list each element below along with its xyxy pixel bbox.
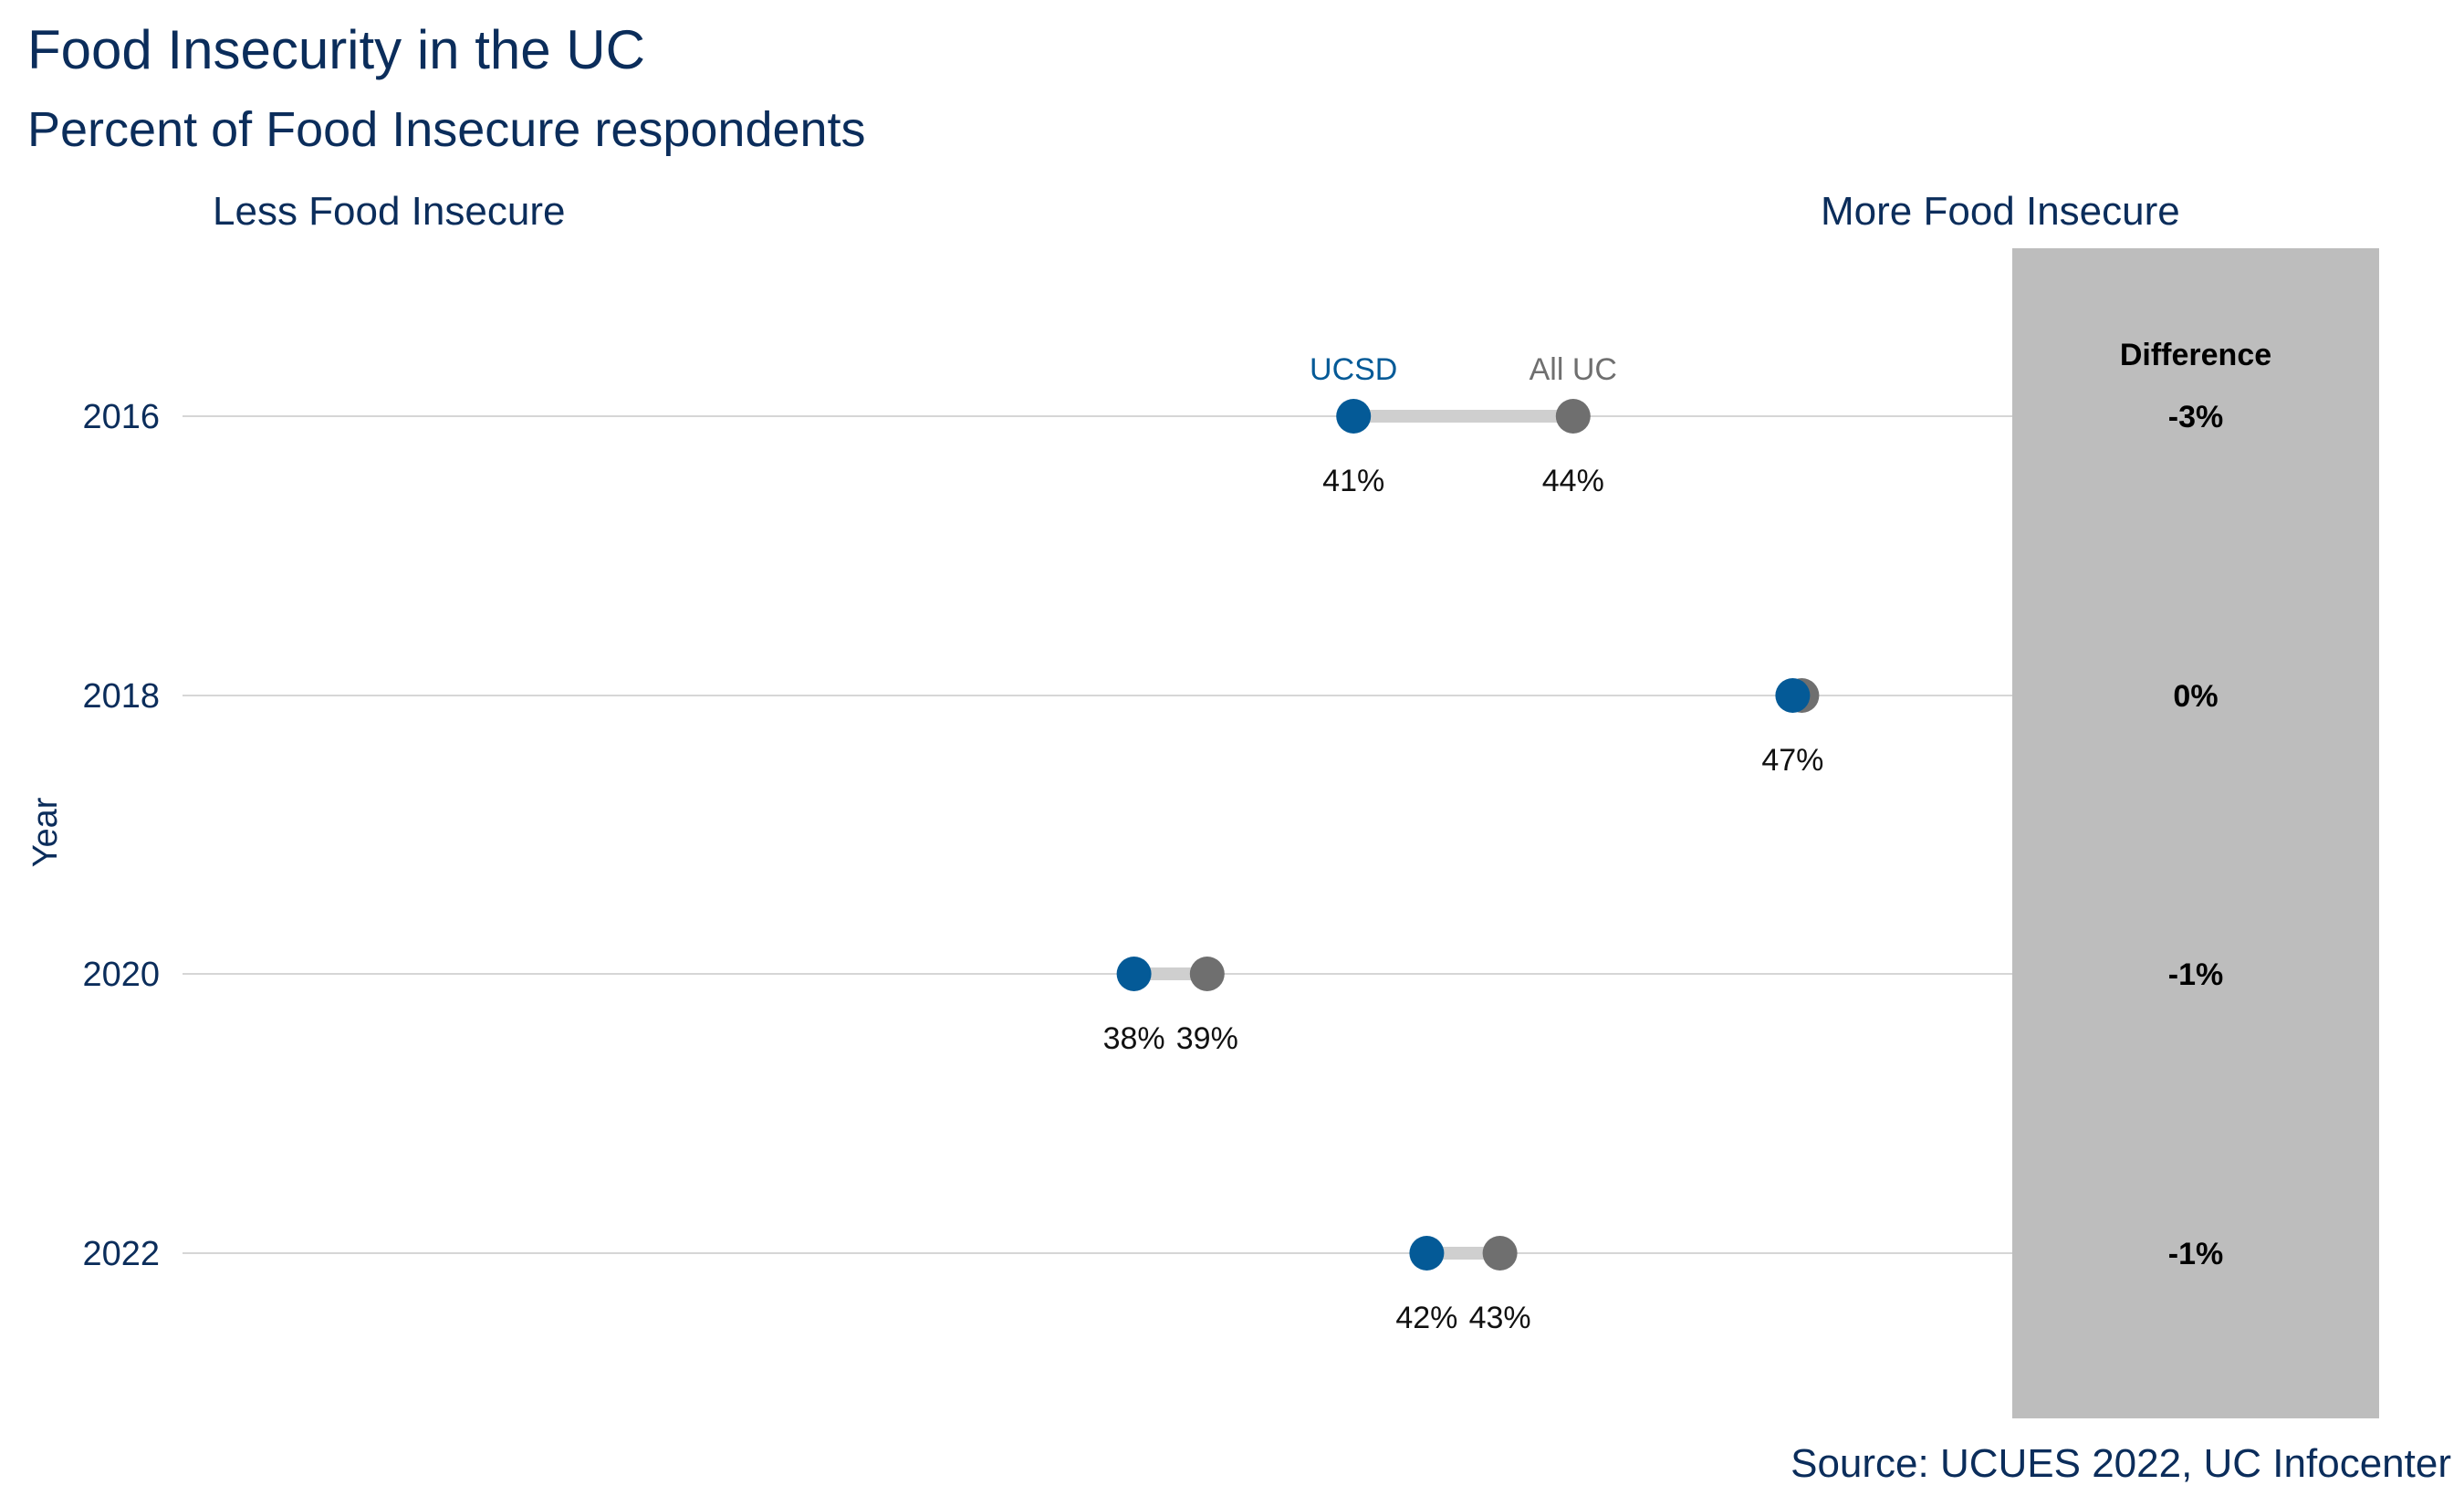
- ucsd-value-label: 38%: [1103, 1021, 1165, 1056]
- point-ucsd: [1116, 957, 1152, 991]
- ucsd-value-label: 42%: [1395, 1301, 1457, 1335]
- y-tick-label: 2022: [82, 1235, 160, 1273]
- y-tick-label: 2018: [82, 677, 160, 716]
- all-uc-value-label: 39%: [1176, 1021, 1238, 1056]
- more-insecure-label: More Food Insecure: [1821, 189, 2180, 234]
- less-insecure-label: Less Food Insecure: [213, 189, 565, 234]
- ucsd-value-label: 41%: [1322, 464, 1384, 498]
- point-ucsd: [1775, 678, 1811, 713]
- difference-panel: [2012, 248, 2379, 1418]
- chart-subtitle: Percent of Food Insecure respondents: [27, 102, 866, 157]
- difference-value: -1%: [2168, 1237, 2223, 1271]
- source-note: Source: UCUES 2022, UC Infocenter: [1791, 1441, 2451, 1486]
- difference-value: 0%: [2173, 679, 2218, 714]
- y-axis-label: Year: [26, 797, 65, 867]
- ucsd-series-label: UCSD: [1310, 352, 1397, 387]
- y-tick-label: 2020: [82, 956, 160, 994]
- all-uc-value-label: 44%: [1542, 464, 1604, 498]
- difference-value: -3%: [2168, 400, 2223, 434]
- point-all-uc: [1555, 399, 1591, 434]
- plot-area: 2016 41% 44% UCSD All UC 2018 47% 2020 38% 39% 202…: [82, 352, 2012, 1335]
- point-ucsd: [1409, 1236, 1445, 1271]
- point-all-uc: [1189, 957, 1225, 991]
- difference-value: -1%: [2168, 957, 2223, 992]
- chart-title: Food Insecurity in the UC: [27, 19, 645, 80]
- all-uc-value-label: 43%: [1469, 1301, 1531, 1335]
- difference-header: Difference: [2120, 338, 2271, 372]
- all-uc-series-label: All UC: [1530, 352, 1617, 387]
- ucsd-value-label: 47%: [1761, 743, 1823, 778]
- point-all-uc: [1482, 1236, 1518, 1271]
- y-tick-label: 2016: [82, 398, 160, 436]
- point-ucsd: [1336, 399, 1372, 434]
